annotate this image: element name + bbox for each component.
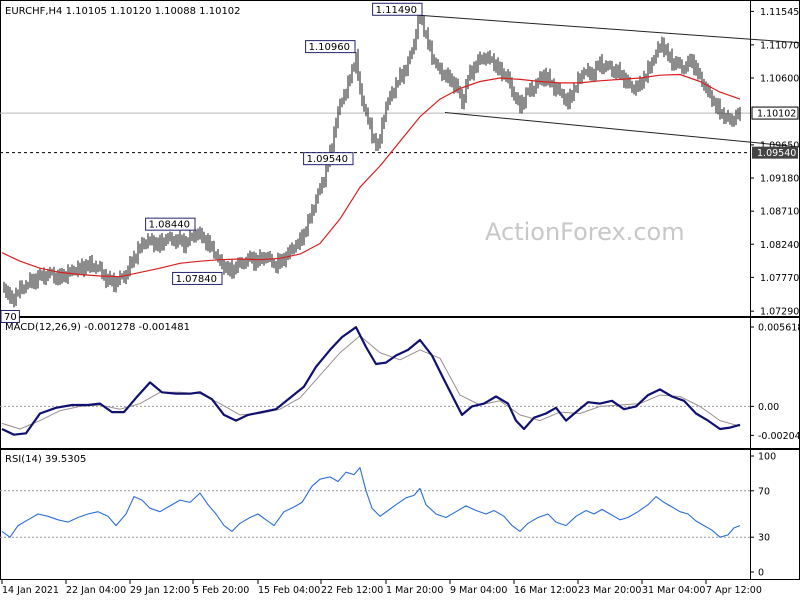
- channel-line: [418, 14, 800, 44]
- price-chart-title: EURCHF,H4 1.10105 1.10120 1.10088 1.1010…: [5, 6, 241, 17]
- y-axis-labels: 1.11545 1.11070 1.10600 1.09650 1.09180 1.087…: [750, 7, 800, 579]
- macd-panel: [0, 317, 800, 449]
- x-tick-label: 23 Mar 20:00: [578, 585, 641, 596]
- x-tick-label: 1 Mar 20:00: [386, 585, 443, 596]
- rsi-title: RSI(14) 39.5305: [5, 454, 86, 465]
- price-annotation-label: 70: [4, 312, 17, 323]
- rsi-panel: [0, 449, 800, 580]
- macd-y-label: -0.002046: [758, 431, 800, 442]
- price-y-label: 1.09650: [760, 140, 799, 151]
- price-annotation-label: 1.09540: [307, 154, 348, 165]
- watermark: ActionForex.com: [485, 218, 685, 246]
- x-tick-label: 9 Mar 04:00: [450, 585, 507, 596]
- x-tick-label: 15 Feb 04:00: [258, 585, 320, 596]
- level-price-label: 1.09540: [757, 148, 796, 159]
- price-panel: [0, 0, 800, 317]
- price-y-label: 1.08710: [760, 207, 799, 218]
- rsi-y-label: 30: [758, 533, 770, 544]
- last-price-label: 1.10102: [757, 109, 796, 120]
- macd-y-label: 0.005618: [758, 322, 800, 333]
- price-y-label: 1.10600: [760, 73, 799, 84]
- moving-average-line: [1, 73, 741, 278]
- x-tick-label: 31 Mar 04:00: [642, 585, 705, 596]
- price-annotation-box: [303, 152, 354, 166]
- price-annotation-label: 1.07840: [176, 274, 217, 285]
- x-tick-label: 5 Feb 20:00: [193, 585, 249, 596]
- rsi-y-label: 70: [758, 486, 770, 497]
- candles: [3, 11, 741, 308]
- price-y-label: 1.11545: [760, 7, 799, 18]
- macd-line: [1, 326, 741, 436]
- price-annotation-box: [172, 271, 223, 285]
- x-axis-labels: 14 Jan 2021 22 Jan 04:00 29 Jan 12:00 5 Feb…: [1, 580, 762, 596]
- rsi-line: [1, 467, 741, 538]
- last-price-box: [751, 106, 799, 120]
- price-y-label: 1.07290: [760, 307, 799, 318]
- price-y-label: 1.08240: [760, 240, 799, 251]
- price-y-label: 1.11070: [760, 40, 799, 51]
- price-plot: 1.11490 1.10960 1.09540 1.08440 1.07840 70: [0, 2, 800, 323]
- price-annotation-box: [305, 40, 356, 54]
- rsi-plot: [0, 467, 750, 538]
- price-annotation-label: 1.10960: [309, 42, 350, 53]
- price-annotation-label: 1.11490: [376, 5, 417, 16]
- price-annotation-box: [145, 217, 196, 231]
- channel-line: [444, 112, 800, 148]
- x-tick-label: 22 Jan 04:00: [66, 585, 126, 596]
- macd-signal-line: [1, 335, 741, 430]
- x-tick-label: 22 Feb 12:00: [321, 585, 383, 596]
- rsi-y-label: 100: [758, 452, 776, 463]
- macd-plot: [0, 326, 750, 436]
- price-annotation-box: [0, 309, 20, 323]
- price-annotation-box: [372, 2, 423, 16]
- level-price-box: [752, 146, 798, 159]
- price-y-label: 1.09180: [760, 174, 799, 185]
- macd-y-label: 0.00: [758, 402, 779, 413]
- price-annotation-label: 1.08440: [149, 220, 190, 231]
- x-tick-label: 16 Mar 12:00: [514, 585, 577, 596]
- x-tick-label: 29 Jan 12:00: [130, 585, 190, 596]
- macd-title: MACD(12,26,9) -0.001278 -0.001481: [5, 322, 190, 333]
- rsi-y-label: 0: [758, 568, 764, 579]
- x-tick-label: 7 Apr 12:00: [706, 585, 762, 596]
- x-tick-label: 14 Jan 2021: [2, 585, 59, 596]
- price-y-label: 1.07770: [760, 273, 799, 284]
